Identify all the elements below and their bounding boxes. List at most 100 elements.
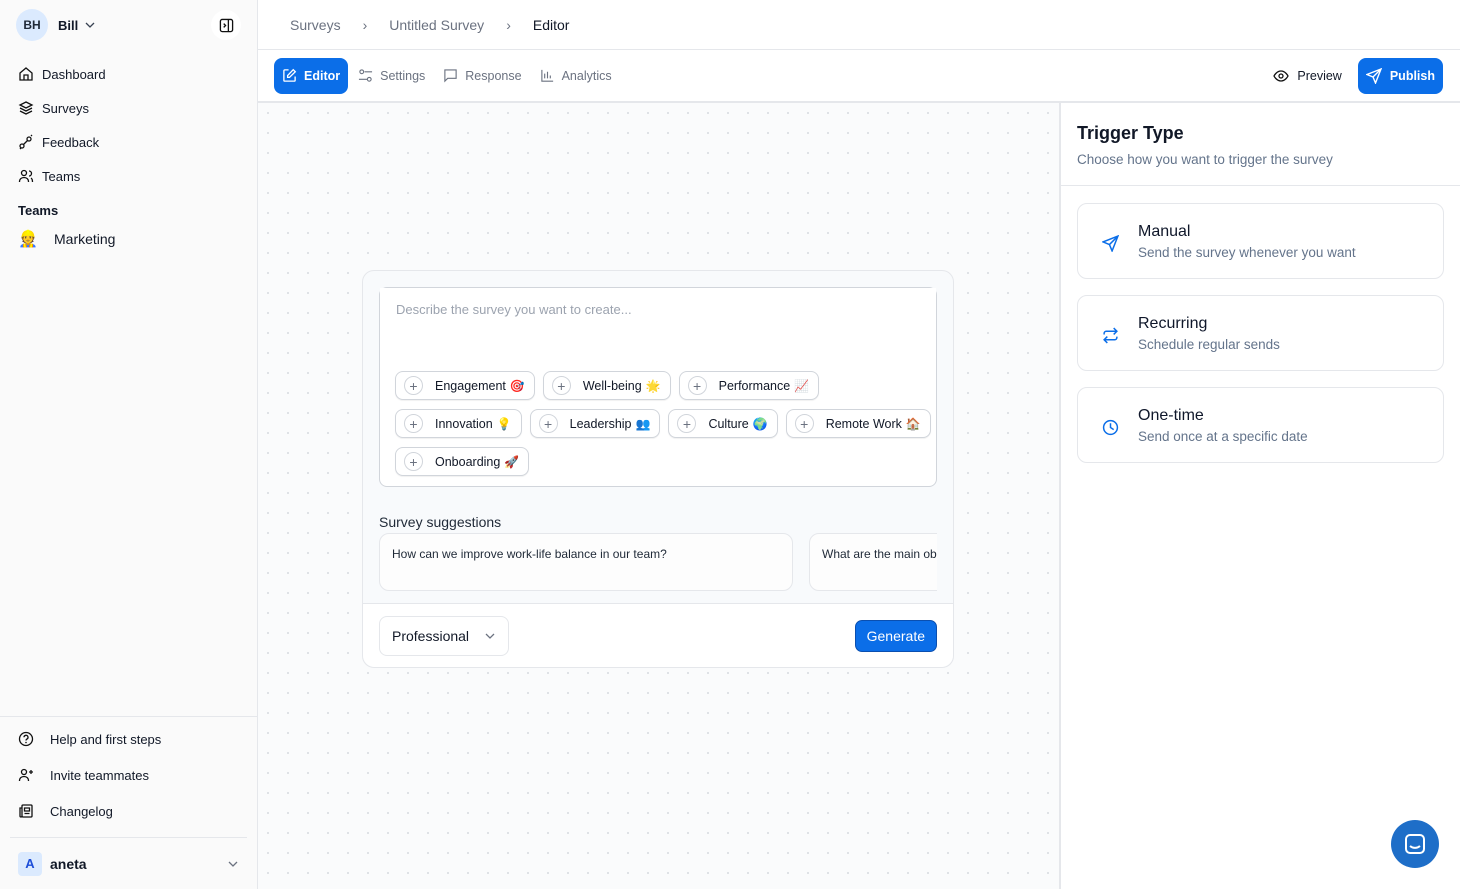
topic-chips: + Engagement 🎯 + Well-being 🌟 + Performance 📈 + In…	[395, 371, 935, 476]
chip-label: Innovation	[435, 416, 493, 431]
sidebar-item-label: Teams	[42, 168, 81, 184]
chip-label: Performance	[718, 378, 791, 393]
users-icon	[18, 169, 34, 183]
feedback-icon	[19, 134, 33, 150]
repeat-icon	[1103, 327, 1118, 343]
topic-chip[interactable]: + Performance 📈	[678, 371, 820, 400]
plus-icon: +	[404, 376, 423, 395]
chip-emoji: 👥	[635, 416, 651, 431]
tab-label: Settings	[380, 68, 426, 83]
tab-editor[interactable]: Editor	[274, 57, 349, 94]
changelog-link[interactable]: Changelog	[0, 793, 257, 829]
chevron-down-icon[interactable]	[84, 19, 96, 31]
survey-description-input[interactable]	[380, 288, 936, 358]
home-icon	[19, 67, 33, 81]
prompt-box: + Engagement🎯 + Well-being🌟 + Performance📈 + In…	[379, 287, 937, 487]
tab-label: Analytics	[561, 68, 612, 83]
topic-chip[interactable]: + Onboarding 🚀	[395, 447, 530, 476]
suggestions-list[interactable]: How can we improve work-life balance in …	[379, 533, 937, 591]
chip-label: Engagement	[435, 378, 506, 393]
panel-title: Trigger Type	[1077, 123, 1184, 143]
plus-icon: +	[687, 376, 707, 395]
generate-button[interactable]: Generate	[854, 620, 937, 652]
publish-label: Publish	[1389, 68, 1435, 83]
option-desc: Send the survey whenever you want	[1138, 244, 1356, 260]
chip-label: Onboarding	[435, 454, 501, 469]
chip-emoji: 🚀	[504, 454, 520, 469]
user-plus-icon	[18, 768, 33, 782]
trigger-option-one-time[interactable]: One-time Send once at a specific date	[1077, 387, 1444, 463]
chip-emoji: 🏠	[905, 416, 921, 431]
chevron-down-icon	[485, 633, 495, 639]
breadcrumb-current: Editor	[532, 16, 570, 33]
sidebar-item-dashboard[interactable]: Dashboard	[0, 57, 257, 91]
suggestion-card[interactable]: How can we improve work-life balance in …	[379, 533, 793, 591]
topic-chip[interactable]: + Innovation 💡	[395, 409, 522, 438]
sidebar-item-label: Dashboard	[42, 66, 106, 82]
breadcrumb-surveys[interactable]: Surveys	[290, 16, 341, 33]
account-avatar: A	[18, 851, 42, 876]
sidebar-item-feedback[interactable]: Feedback	[0, 125, 257, 159]
option-desc: Send once at a specific date	[1138, 428, 1308, 444]
sidebar-item-label: Feedback	[42, 134, 100, 150]
bar-chart-icon	[540, 69, 553, 82]
tone-select[interactable]: Professional	[379, 616, 509, 656]
send-icon	[1365, 67, 1382, 84]
chip-emoji: 💡	[496, 416, 512, 431]
chevron-down-icon	[228, 861, 238, 867]
trigger-option-recurring[interactable]: Recurring Schedule regular sends	[1077, 295, 1444, 371]
option-title: Recurring	[1138, 314, 1208, 332]
topic-chip[interactable]: + Leadership 👥	[529, 409, 661, 438]
tab-label: Editor	[304, 68, 341, 83]
tab-response[interactable]: Response	[435, 58, 529, 94]
plus-icon: +	[404, 414, 423, 433]
sidebar-toggle-icon	[219, 18, 233, 32]
chip-label: Well-being	[582, 378, 642, 393]
suggestion-card[interactable]: What are the main ob	[809, 533, 937, 591]
team-emoji: 👷	[18, 231, 38, 248]
chat-support-button[interactable]	[1391, 820, 1439, 868]
breadcrumb-survey[interactable]: Untitled Survey	[389, 16, 485, 33]
sidebar-item-label: Help and first steps	[50, 731, 162, 747]
topic-chip[interactable]: + Engagement 🎯	[395, 371, 535, 400]
sidebar-item-surveys[interactable]: Surveys	[0, 91, 257, 125]
chevron-right-icon: ›	[362, 16, 368, 33]
plus-icon: +	[794, 414, 814, 433]
sidebar-item-label: Surveys	[42, 100, 89, 116]
chip-emoji: 🌟	[645, 378, 661, 393]
team-item-marketing[interactable]: 👷 Marketing	[0, 226, 257, 252]
option-desc: Schedule regular sends	[1138, 336, 1280, 352]
avatar[interactable]: BH	[16, 9, 48, 41]
trigger-option-manual[interactable]: Manual Send the survey whenever you want	[1077, 203, 1444, 279]
chat-icon	[1405, 834, 1425, 854]
user-menu[interactable]: Bill	[58, 17, 79, 33]
suggestions-title: Survey suggestions	[379, 514, 502, 530]
tab-settings[interactable]: Settings	[350, 58, 433, 94]
preview-button[interactable]: Preview	[1273, 68, 1342, 84]
account-name: aneta	[50, 855, 87, 872]
topic-chip[interactable]: + Well-being 🌟	[542, 371, 671, 400]
sidebar-item-label: Invite teammates	[50, 767, 149, 783]
chip-emoji: 🌍	[752, 416, 768, 431]
chip-label: Culture	[708, 416, 749, 431]
editor-canvas: + Engagement🎯 + Well-being🌟 + Performance📈 + In…	[258, 103, 1059, 889]
publish-button[interactable]: Publish	[1357, 57, 1443, 94]
sidebar-item-label: Changelog	[50, 803, 113, 819]
trigger-panel: Trigger Type Choose how you want to trigg…	[1059, 103, 1460, 889]
plus-icon: +	[538, 414, 558, 433]
collapse-sidebar-button[interactable]	[211, 10, 241, 40]
topic-chip[interactable]: + Remote Work 🏠	[785, 409, 931, 438]
invite-teammates-link[interactable]: Invite teammates	[0, 757, 257, 793]
chevron-right-icon: ›	[506, 16, 511, 33]
tab-label: Response	[465, 68, 522, 83]
edit-icon	[283, 68, 297, 82]
plus-icon: +	[551, 376, 571, 395]
sidebar-item-teams[interactable]: Teams	[0, 159, 257, 193]
option-title: One-time	[1138, 406, 1204, 424]
tab-analytics[interactable]: Analytics	[532, 58, 620, 94]
topic-chip[interactable]: + Culture 🌍	[668, 409, 778, 438]
help-link[interactable]: Help and first steps	[0, 721, 257, 757]
plus-icon: +	[404, 452, 423, 471]
panel-subtitle: Choose how you want to trigger the surve…	[1077, 152, 1333, 167]
